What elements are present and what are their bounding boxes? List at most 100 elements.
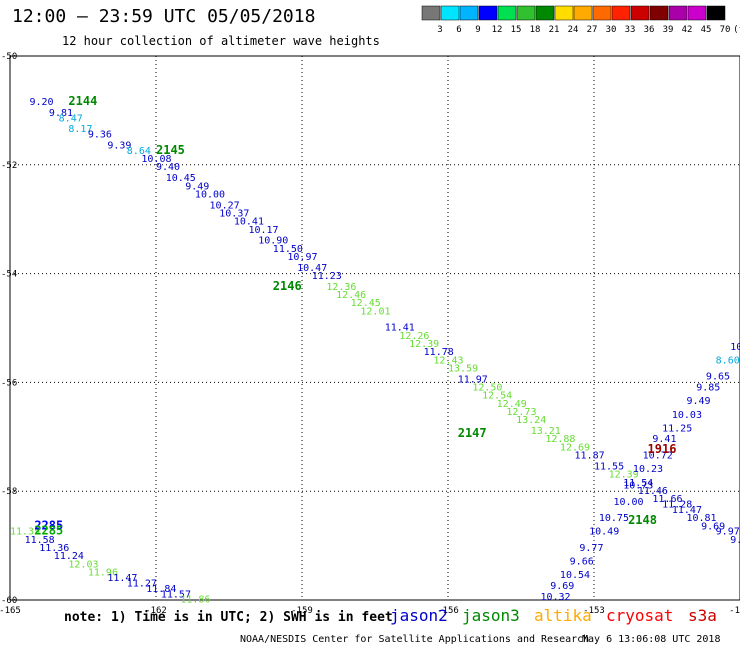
latitude-tick-label: -54 xyxy=(1,270,17,280)
colorbar-swatch xyxy=(535,5,555,21)
wave-height-value: 10.47 xyxy=(297,263,327,274)
wave-height-value: 13.24 xyxy=(516,415,546,426)
wave-height-value: 10.00 xyxy=(613,497,643,508)
colorbar-swatch xyxy=(421,5,441,21)
wave-height-value: 10.45 xyxy=(166,173,196,184)
longitude-tick-label: -162 xyxy=(145,606,167,616)
wave-height-value: 10.54 xyxy=(560,570,590,581)
wave-height-value: 10.72 xyxy=(643,451,673,462)
page-subtitle: 12 hour collection of altimeter wave hei… xyxy=(62,34,380,48)
colorbar-tick-label: 70 xyxy=(720,25,731,35)
latitude-tick-label: -60 xyxy=(1,596,17,606)
wave-height-value: 8.17 xyxy=(68,124,92,135)
wave-height-value: 9.81 xyxy=(49,108,73,119)
wave-height-value: 9.65 xyxy=(706,372,730,383)
wave-height-value: 11.46 xyxy=(638,486,668,497)
wave-height-value: 11.54 xyxy=(623,478,653,489)
credit-text: NOAA/NESDIS Center for Satellite Applica… xyxy=(240,634,590,645)
wave-height-value: 12.88 xyxy=(545,434,575,445)
wave-height-value: 10.03 xyxy=(672,410,702,421)
wave-height-value: 9.36 xyxy=(88,130,112,141)
colorbar-tick-label: 12 xyxy=(492,25,503,35)
mission-label-s3a: s3a xyxy=(688,606,717,625)
wave-height-value: 11.87 xyxy=(575,451,605,462)
wave-height-value: 10.23 xyxy=(633,464,663,475)
wave-height-value: 10.27 xyxy=(210,200,240,211)
wave-height-value: 11.96 xyxy=(88,568,118,579)
wave-height-value: 12.03 xyxy=(68,559,98,570)
colorbar-tick-label: 27 xyxy=(587,25,598,35)
wave-height-value: 9.69 xyxy=(701,521,725,532)
colorbar-tick-label: 45 xyxy=(701,25,712,35)
latitude-tick-label: -50 xyxy=(1,52,17,62)
colorbar-tick-label: 42 xyxy=(682,25,693,35)
mission-label-altika: altika xyxy=(534,606,592,625)
wave-height-value: 12.45 xyxy=(351,298,381,309)
colorbar-tick-label: 18 xyxy=(530,25,541,35)
wave-height-map: -165 -162 -159 -156 -153 -150 -50 -52 -54 -56 -58 -… xyxy=(0,52,740,616)
wave-height-value: 13.59 xyxy=(448,364,478,375)
colorbar-swatch xyxy=(630,5,650,21)
longitude-tick-label: -150 xyxy=(729,606,740,616)
wave-height-value: 11.36 xyxy=(39,543,69,554)
track-number-label: 2147 xyxy=(458,426,487,440)
wave-height-value: 11.35 xyxy=(10,527,40,538)
footer-note: note: 1) Time is in UTC; 2) SWH is in fe… xyxy=(64,610,393,625)
mission-label-jason3: jason3 xyxy=(462,606,520,625)
mission-label-cryosat: cryosat xyxy=(606,606,674,625)
wave-height-value: 11.57 xyxy=(161,589,191,600)
wave-height-value: 9.41 xyxy=(652,434,676,445)
wave-height-value: 11.66 xyxy=(652,494,682,505)
wave-height-value: 12.73 xyxy=(506,407,536,418)
wave-height-value: 10.13 xyxy=(730,342,740,353)
wave-height-value: 11.58 xyxy=(25,535,55,546)
wave-height-value: 10.90 xyxy=(258,236,288,247)
wave-height-value: 9.97 xyxy=(716,527,740,538)
wave-height-value: 10.41 xyxy=(234,217,264,228)
longitude-tick-label: -153 xyxy=(583,606,605,616)
wave-height-value: 11.55 xyxy=(594,461,624,472)
colorbar-tick-label: 9 xyxy=(475,25,480,35)
wave-height-value: 8.64 xyxy=(127,146,151,157)
wave-height-value: 9.10 xyxy=(730,535,740,546)
wave-height-value: 11.78 xyxy=(424,347,454,358)
wave-height-value: 11.86 xyxy=(180,595,210,606)
wave-height-value: 12.49 xyxy=(497,399,527,410)
track-number-label: 2285 xyxy=(34,518,63,532)
wave-height-value: 11.28 xyxy=(662,500,692,511)
wave-height-value: 12.36 xyxy=(326,282,356,293)
wave-height-value: 11.97 xyxy=(458,374,488,385)
colorbar-tick-label: 30 xyxy=(606,25,617,35)
colorbar-tick-label: 24 xyxy=(568,25,579,35)
wave-height-value: 13.21 xyxy=(531,426,561,437)
wave-height-value: 10.73 xyxy=(623,480,653,491)
colorbar-swatch xyxy=(459,5,479,21)
mission-label-jason2: jason2 xyxy=(390,606,448,625)
colorbar-tick-label: 39 xyxy=(663,25,674,35)
colorbar-swatch xyxy=(706,5,726,21)
longitude-tick-label: -156 xyxy=(437,606,459,616)
wave-height-value: 10.75 xyxy=(599,513,629,524)
colorbar-swatch xyxy=(611,5,631,21)
wave-height-value: 12.01 xyxy=(360,306,390,317)
track-number-label: 2285 xyxy=(34,524,63,538)
wave-height-value: 9.20 xyxy=(29,97,53,108)
colorbar-tick-label: 6 xyxy=(456,25,461,35)
wave-height-value: 9.49 xyxy=(185,181,209,192)
wave-height-value: 12.39 xyxy=(409,339,439,350)
wave-height-value: 12.50 xyxy=(472,383,502,394)
colorbar-tick-label: (ft) xyxy=(733,25,740,35)
map-frame xyxy=(9,55,740,601)
wave-height-value: 8.47 xyxy=(59,113,83,124)
wave-height-value: 10.17 xyxy=(248,225,278,236)
wave-height-value: 11.41 xyxy=(385,323,415,334)
wave-height-value: 9.49 xyxy=(686,396,710,407)
colorbar-swatch xyxy=(554,5,574,21)
wave-height-value: 11.24 xyxy=(54,551,84,562)
colorbar-swatch xyxy=(497,5,517,21)
wave-height-value: 8.60 xyxy=(716,355,740,366)
wave-height-value: 11.47 xyxy=(672,505,702,516)
colorbar-swatch xyxy=(440,5,460,21)
wave-height-value: 12.43 xyxy=(433,355,463,366)
latitude-tick-label: -56 xyxy=(1,378,17,388)
